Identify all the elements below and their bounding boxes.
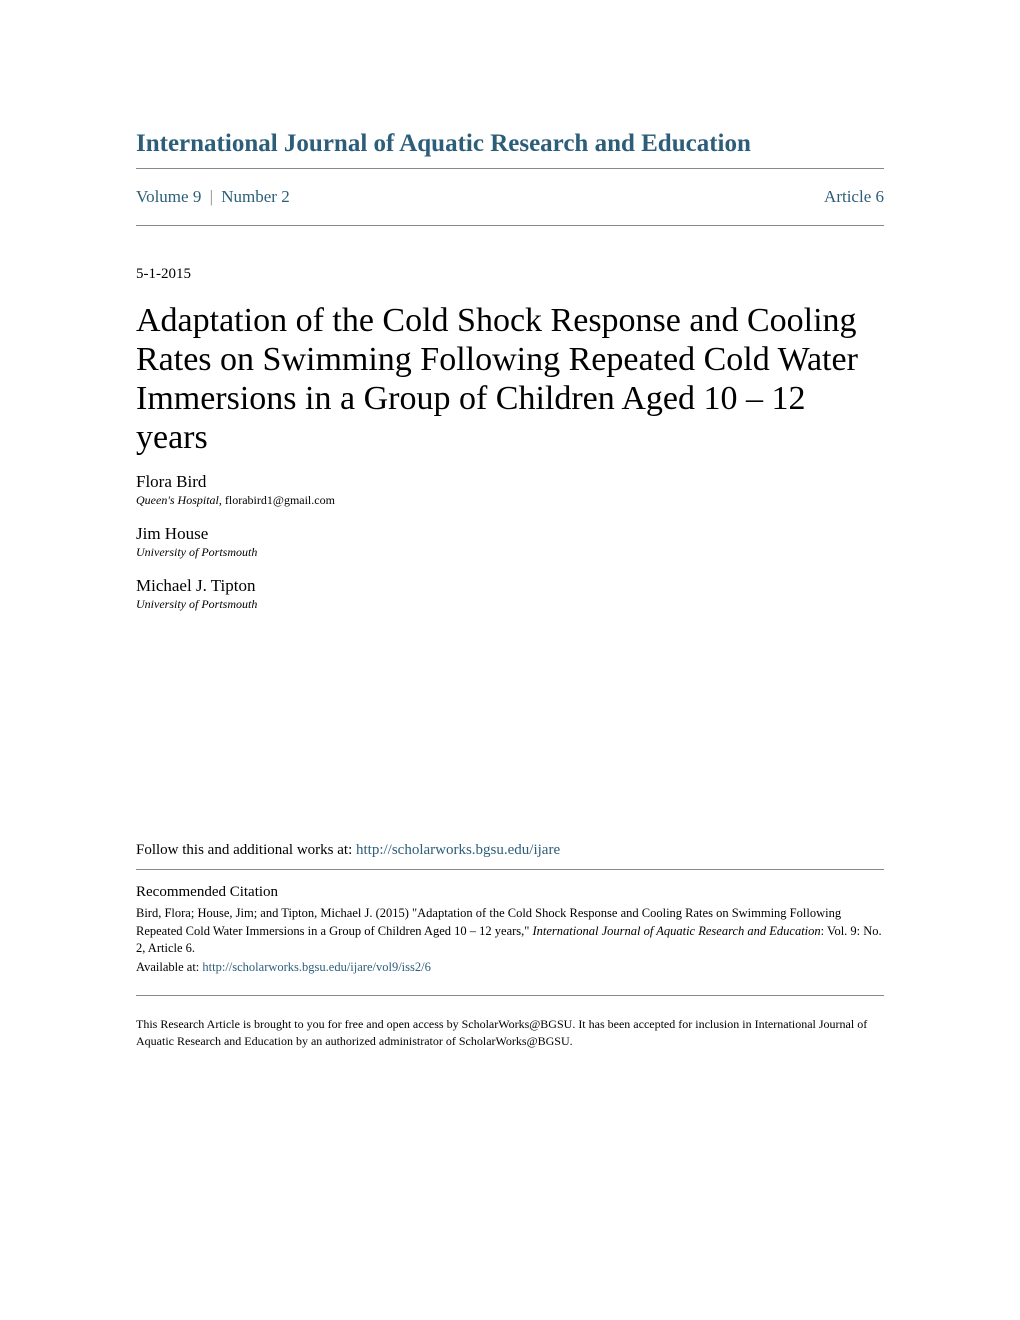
available-prefix: Available at:: [136, 960, 202, 974]
follow-prefix: Follow this and additional works at:: [136, 842, 356, 858]
author-name: Jim House: [136, 523, 884, 545]
author-affiliation: University of Portsmouth: [136, 597, 884, 613]
author-name: Michael J. Tipton: [136, 575, 884, 597]
author-block-2: Jim House University of Portsmouth: [136, 523, 884, 561]
follow-section: Follow this and additional works at: htt…: [136, 842, 884, 859]
number-label[interactable]: Number 2: [221, 187, 289, 206]
divider-citation-top: [136, 869, 884, 870]
article-title: Adaptation of the Cold Shock Response an…: [136, 301, 884, 457]
author-affiliation: University of Portsmouth: [136, 545, 884, 561]
author-block-1: Flora Bird Queen's Hospital, florabird1@…: [136, 471, 884, 509]
citation-journal: International Journal of Aquatic Researc…: [533, 924, 821, 938]
follow-link[interactable]: http://scholarworks.bgsu.edu/ijare: [356, 842, 560, 858]
author-name: Flora Bird: [136, 471, 884, 493]
volume-separator: |: [210, 187, 213, 206]
footer-text: This Research Article is brought to you …: [136, 1016, 884, 1050]
volume-info: Volume 9 | Number 2: [136, 187, 290, 207]
volume-row: Volume 9 | Number 2 Article 6: [136, 179, 884, 215]
volume-label[interactable]: Volume 9: [136, 187, 201, 206]
citation-text: Bird, Flora; House, Jim; and Tipton, Mic…: [136, 905, 884, 958]
divider-citation-bottom: [136, 995, 884, 996]
author-email-value: florabird1@gmail.com: [225, 493, 335, 507]
affiliation-text: Queen's Hospital: [136, 493, 219, 507]
article-number[interactable]: Article 6: [824, 187, 884, 207]
author-affiliation: Queen's Hospital, florabird1@gmail.com: [136, 493, 884, 509]
divider-mid: [136, 225, 884, 226]
divider-top: [136, 168, 884, 169]
citation-heading: Recommended Citation: [136, 884, 884, 901]
author-block-3: Michael J. Tipton University of Portsmou…: [136, 575, 884, 613]
publication-date: 5-1-2015: [136, 266, 884, 283]
journal-title[interactable]: International Journal of Aquatic Researc…: [136, 130, 884, 158]
available-at: Available at: http://scholarworks.bgsu.e…: [136, 960, 884, 975]
available-link[interactable]: http://scholarworks.bgsu.edu/ijare/vol9/…: [202, 960, 430, 974]
